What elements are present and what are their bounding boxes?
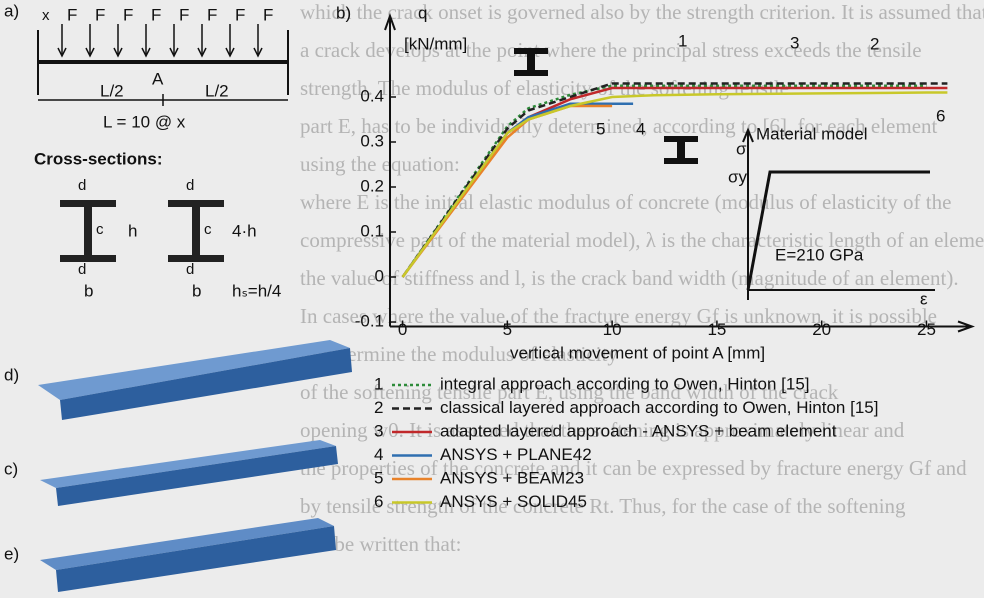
x-tick-label: 10 [603,320,622,339]
legend-number: 2 [374,398,383,417]
legend-label: ANSYS + SOLID45 [440,492,587,511]
force-label: F [207,5,217,24]
force-label: F [67,5,77,24]
section-dim: c [96,221,104,238]
force-label: F [263,5,273,24]
legend-label: classical layered approach according to … [440,398,878,417]
y-tick-label: 0.2 [360,176,384,195]
section-dim: 4·h [232,221,257,240]
y-tick-label: 0.3 [360,131,384,150]
modulus: E=210 GPa [775,245,864,264]
x-label: x [42,7,50,24]
legend-number: 6 [374,492,383,511]
panel-label: b) [336,3,351,22]
y-tick-label: 0.4 [360,86,384,105]
background-line: which the crack onset is governed also b… [300,0,984,24]
series-label: 2 [870,34,879,53]
series-label: 4 [636,119,645,138]
background-line: a crack develops at the point where the … [300,38,922,62]
x-tick-label: 15 [707,320,726,339]
sigma-y: σy [728,167,747,186]
legend-number: 3 [374,421,383,440]
material-title: Material model [756,124,868,143]
force-label: F [95,5,105,24]
force-label: F [235,5,245,24]
series-label: 5 [596,119,605,138]
panel-label: c) [4,459,18,478]
y-tick-label: 0 [375,266,384,285]
legend-label: ANSYS + PLANE42 [440,445,592,464]
section-dim: d [186,261,194,278]
x-tick-label: 5 [503,320,512,339]
span-label: L = 10 @ x [103,112,186,131]
force-label: F [123,5,133,24]
y-tick-label: -0.1 [355,311,384,330]
panel-label: d) [4,365,19,384]
background-line: the value of stiffness and l, is the cra… [300,266,959,290]
x-tick-label: 20 [812,320,831,339]
section-dim: c [204,221,212,238]
section-dim: d [186,177,194,194]
panel-label: e) [4,544,19,563]
half-span: L/2 [205,81,229,100]
section-dim: h [128,221,137,240]
section-title: Cross-sections: [34,149,162,168]
legend-number: 4 [374,445,383,464]
section-dim: b [192,281,201,300]
y-axis-unit: [kN/mm] [404,34,467,53]
series-label: 3 [790,33,799,52]
force-label: F [151,5,161,24]
figure: which the crack onset is governed also b… [0,0,984,598]
series-label: 6 [936,106,945,125]
background-line: compressive part of the material model),… [300,228,984,252]
background-line: where E is the initial elastic modulus o… [300,190,951,214]
y-axis-label: q [418,3,427,22]
x-tick-label: 0 [398,320,407,339]
panel-label: a) [4,1,19,20]
y-tick-label: 0.1 [360,221,384,240]
epsilon: ε [920,289,928,308]
x-axis-label: vertical movement of point A [mm] [510,343,765,362]
section-note: hₛ=h/4 [232,281,281,300]
legend-label: ANSYS + BEAM23 [440,468,584,487]
point-label: A [152,69,164,88]
half-span: L/2 [100,81,124,100]
background-line: by tensile strength of the concrete Rt. … [300,494,906,518]
legend-number: 1 [374,374,383,393]
legend-label: integral approach according to Owen, Hin… [440,374,810,393]
legend-number: 5 [374,468,383,487]
section-dim: b [84,281,93,300]
legend-label: adapted layered approach - ANSYS + beam … [440,421,837,440]
force-label: F [179,5,189,24]
sigma: σ [736,139,747,158]
background-line: using the equation: [300,152,460,176]
background-line: the properties of the concrete and it ca… [300,456,967,480]
section-dim: d [78,261,86,278]
section-dim: d [78,177,86,194]
x-tick-label: 25 [917,320,936,339]
series-label: 1 [678,31,687,50]
